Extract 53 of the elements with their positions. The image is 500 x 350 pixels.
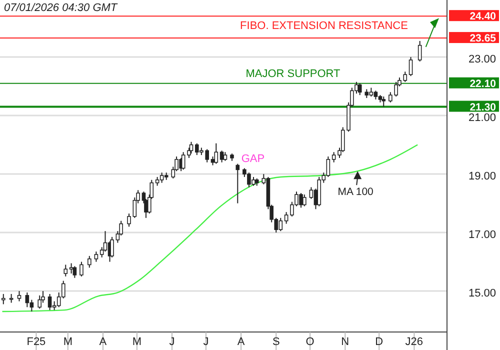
candlestick: [189, 141, 194, 154]
candlestick: [408, 56, 413, 77]
candlestick: [418, 40, 422, 62]
candlestick: [48, 293, 52, 311]
y-tick-label: 19.00: [468, 170, 496, 183]
x-tick-label: A: [99, 336, 108, 348]
line-series: [2, 144, 418, 312]
x-tick-label: A: [237, 336, 246, 348]
x-tick-label: J: [169, 336, 175, 348]
annotation: 07/01/2026 04:30 GMT: [4, 2, 118, 14]
series-label: MA 100: [338, 186, 374, 198]
y-tick-label: 23.00: [468, 54, 496, 66]
x-tick-label: O: [306, 336, 315, 348]
candlestick: [220, 150, 224, 163]
x-tick-label: J26: [405, 336, 424, 348]
annotation: FIBO. EXTENSION RESISTANCE: [240, 20, 408, 32]
candlestick: [284, 212, 288, 224]
candlestick: [236, 163, 240, 204]
annotation: MAJOR SUPPORT: [246, 68, 341, 80]
ref-line-label: 21.30: [470, 101, 496, 114]
candlestick: [214, 142, 218, 164]
ref-line-label: 23.65: [470, 32, 496, 45]
y-tick-label: 15.00: [468, 288, 496, 300]
x-tick-label: N: [341, 336, 350, 348]
candlestick: [358, 82, 362, 96]
candlestick: [326, 156, 330, 178]
x-tick-label: M: [132, 336, 142, 348]
x-tick-label: J: [203, 336, 209, 348]
candlestick: [332, 152, 336, 163]
ref-line-label: 22.10: [470, 78, 496, 90]
candlestick: [302, 194, 306, 207]
annotation: GAP: [241, 153, 265, 165]
candlestick: [64, 264, 68, 277]
candlestick: [80, 261, 84, 277]
y-tick-label: 21.00: [468, 112, 496, 124]
candlestick: [181, 152, 186, 170]
x-tick-label: F25: [26, 336, 46, 348]
candlestick: [110, 236, 114, 258]
candlestick: [30, 299, 34, 312]
candlestick: [69, 262, 74, 274]
x-tick-label: D: [375, 336, 384, 348]
candlestick: [88, 255, 92, 268]
x-tick-label: M: [63, 336, 72, 348]
candlestick: [72, 266, 77, 278]
candlestick: [127, 213, 131, 228]
candlestick: [38, 294, 42, 310]
x-tick-label: S: [272, 336, 280, 348]
y-tick-label: 17.00: [468, 229, 496, 242]
candlestick: [25, 292, 30, 308]
candlestick: [17, 290, 22, 302]
candlestick: [382, 96, 386, 108]
candlestick: [94, 251, 98, 262]
ref-line-label: 24.40: [470, 10, 496, 23]
